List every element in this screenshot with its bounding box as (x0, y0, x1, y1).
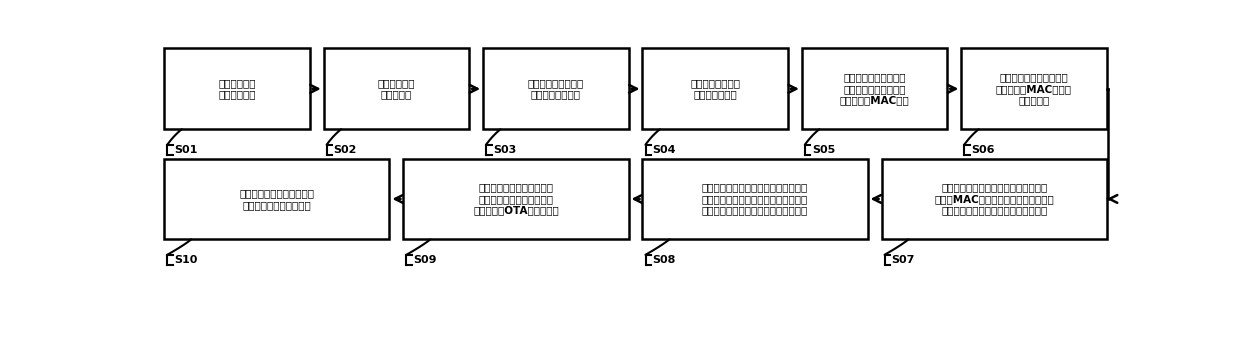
FancyBboxPatch shape (164, 158, 389, 239)
Text: 统一烧写公用
固件至电控: 统一烧写公用 固件至电控 (378, 78, 415, 100)
Text: 智能家电将通过通信模块获
取的固件写入电控，完成产
线版本使用OTA方式的烧写: 智能家电将通过通信模块获 取的固件写入电控，完成产 线版本使用OTA方式的烧写 (474, 182, 559, 215)
Text: 打印含产品品类的身
份信息识别码标贴: 打印含产品品类的身 份信息识别码标贴 (528, 78, 584, 100)
FancyBboxPatch shape (802, 48, 947, 129)
Text: 上传智能家电的标贴信息
和通信模块MAC信息至
服务器绑定: 上传智能家电的标贴信息 和通信模块MAC信息至 服务器绑定 (996, 72, 1071, 106)
Text: S10: S10 (175, 255, 197, 265)
Text: S04: S04 (652, 145, 676, 155)
FancyBboxPatch shape (961, 48, 1107, 129)
Text: S01: S01 (175, 145, 197, 155)
FancyBboxPatch shape (324, 48, 469, 129)
FancyBboxPatch shape (403, 158, 629, 239)
Text: 家电通过通信模块向服务器请求与该通
信模块MAC绑定的家电身份识别信息并
反写存入家电，以赋于家电该身份信息: 家电通过通信模块向服务器请求与该通 信模块MAC绑定的家电身份识别信息并 反写存… (934, 182, 1054, 215)
Text: 用户扫描标贴，通过该身份
信息使用家电的特定功能: 用户扫描标贴，通过该身份 信息使用家电的特定功能 (239, 188, 315, 210)
FancyBboxPatch shape (164, 48, 310, 129)
Text: S05: S05 (812, 145, 835, 155)
Text: S07: S07 (892, 255, 915, 265)
Text: 贴任意一个身份识
别码标贴至家电: 贴任意一个身份识 别码标贴至家电 (691, 78, 740, 100)
Text: S06: S06 (971, 145, 994, 155)
Text: S09: S09 (413, 255, 436, 265)
Text: 模块公版程序根据获取到的与机身标贴
一致的身份信息，向服务器请求该身份
信息中所包含的品类的最新具体版固件: 模块公版程序根据获取到的与机身标贴 一致的身份信息，向服务器请求该身份 信息中所… (702, 182, 808, 215)
Text: S03: S03 (494, 145, 516, 155)
FancyBboxPatch shape (642, 48, 787, 129)
FancyBboxPatch shape (484, 48, 629, 129)
FancyBboxPatch shape (882, 158, 1107, 239)
Text: S02: S02 (334, 145, 357, 155)
Text: S08: S08 (652, 255, 676, 265)
Text: 扫描贴在家电上的标贴
及与安装在智能家电上
的通信模块MAC标贴: 扫描贴在家电上的标贴 及与安装在智能家电上 的通信模块MAC标贴 (839, 72, 909, 106)
Text: 设计产品大类
的公用版电控: 设计产品大类 的公用版电控 (218, 78, 255, 100)
FancyBboxPatch shape (642, 158, 868, 239)
